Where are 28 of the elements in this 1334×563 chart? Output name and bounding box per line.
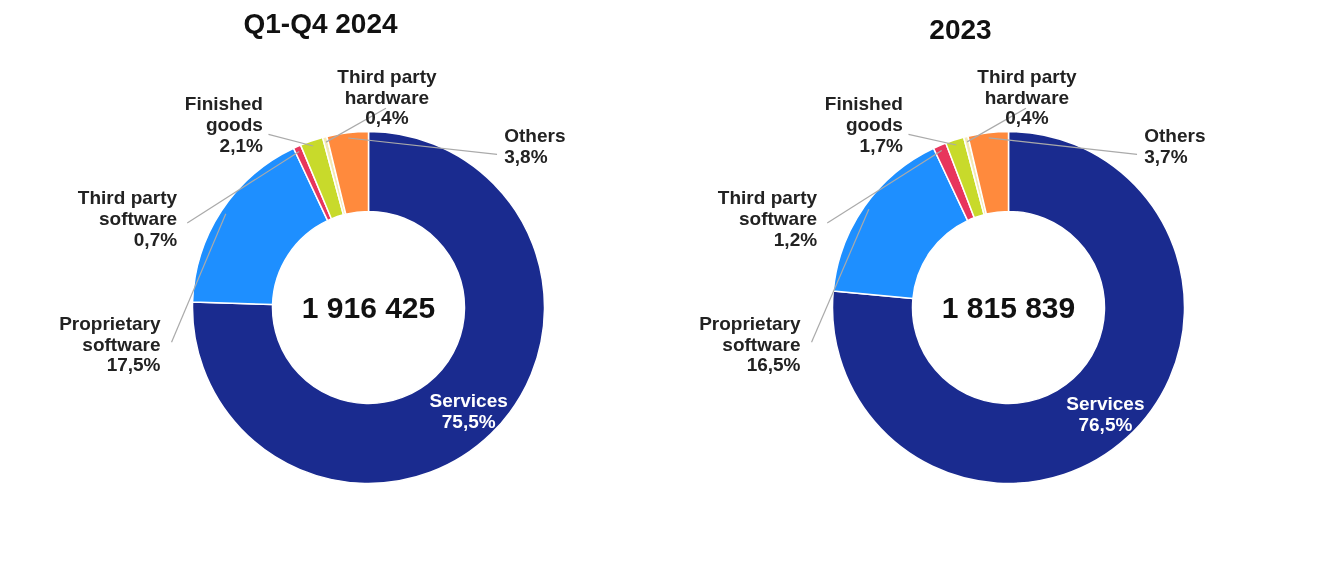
chart-title: Q1-Q4 2024 <box>243 7 398 39</box>
slice-label: Third party software <box>77 186 178 229</box>
slice-label: Proprietary software <box>59 312 161 355</box>
data-label: 1,2% <box>773 228 818 250</box>
slice-label: Third party software <box>717 186 818 229</box>
slice-label: Finished goods <box>184 93 263 136</box>
slice-label: Others <box>1144 124 1206 146</box>
data-label: 17,5% <box>106 354 161 376</box>
data-label: 75,5% <box>441 410 496 432</box>
data-label: 0,7% <box>133 228 178 250</box>
slice-label: Proprietary software <box>699 312 801 355</box>
slice-label: Services <box>1066 393 1145 415</box>
data-label: 0,4% <box>365 107 409 129</box>
data-label: 3,8% <box>504 145 548 167</box>
slice-label: Third party hardware <box>977 65 1077 108</box>
data-label: 16,5% <box>746 354 801 376</box>
text: 1 815 839 <box>941 291 1076 324</box>
slice-label: Others <box>504 124 566 146</box>
data-label: 3,7% <box>1144 145 1188 167</box>
data-label: 1,7% <box>859 134 904 156</box>
slice-label: Third party hardware <box>337 65 437 108</box>
data-label: 76,5% <box>1078 413 1133 435</box>
chart-title: 2023 <box>929 13 992 45</box>
data-label: 2,1% <box>219 134 264 156</box>
slice-label: Services <box>429 390 508 412</box>
data-label: 0,4% <box>1005 107 1049 129</box>
text: 1 916 425 <box>301 291 436 324</box>
slice-label: Finished goods <box>824 93 903 136</box>
